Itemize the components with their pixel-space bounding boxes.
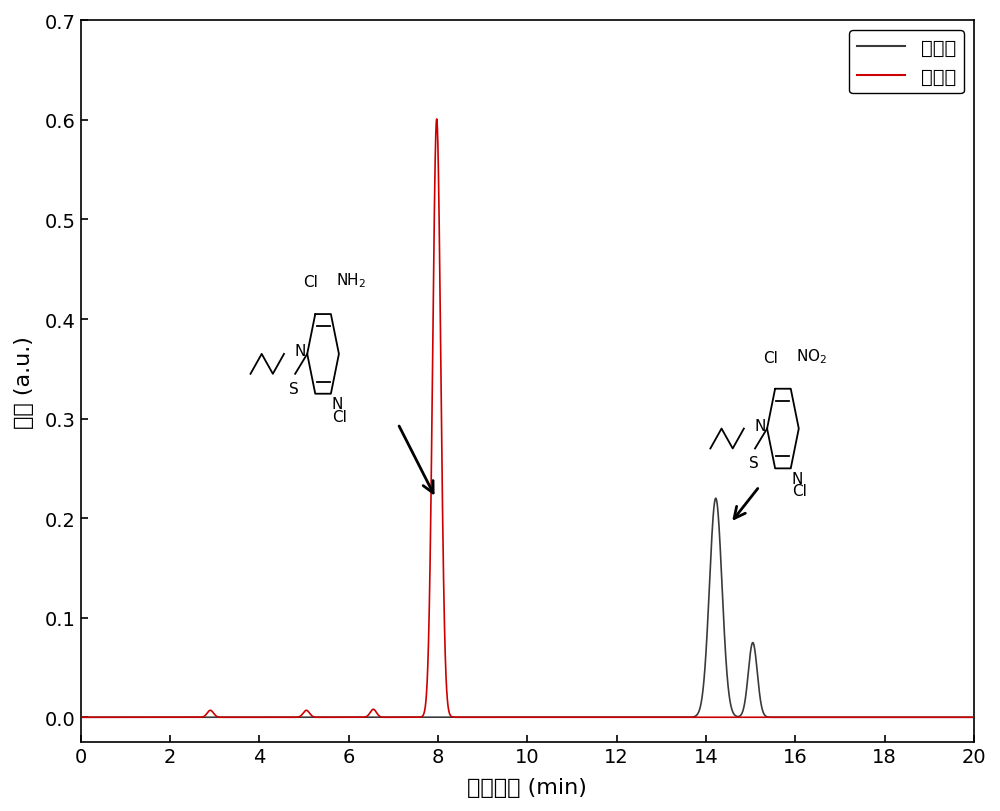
Legend: 电解前, 电解后: 电解前, 电解后 — [849, 31, 964, 94]
Text: N: N — [332, 397, 343, 411]
X-axis label: 保留时间 (min): 保留时间 (min) — [467, 777, 587, 797]
Text: Cl: Cl — [792, 483, 807, 499]
Text: N: N — [295, 344, 306, 359]
Text: Cl: Cl — [763, 350, 778, 366]
Text: Cl: Cl — [303, 275, 318, 290]
Text: S: S — [749, 456, 759, 471]
Text: NH$_2$: NH$_2$ — [336, 271, 366, 290]
Text: Cl: Cl — [332, 409, 347, 424]
Text: N: N — [792, 472, 803, 487]
Y-axis label: 强度 (a.u.): 强度 (a.u.) — [14, 336, 34, 428]
Text: NO$_2$: NO$_2$ — [796, 347, 827, 366]
Text: N: N — [755, 418, 766, 434]
Text: S: S — [289, 381, 298, 397]
